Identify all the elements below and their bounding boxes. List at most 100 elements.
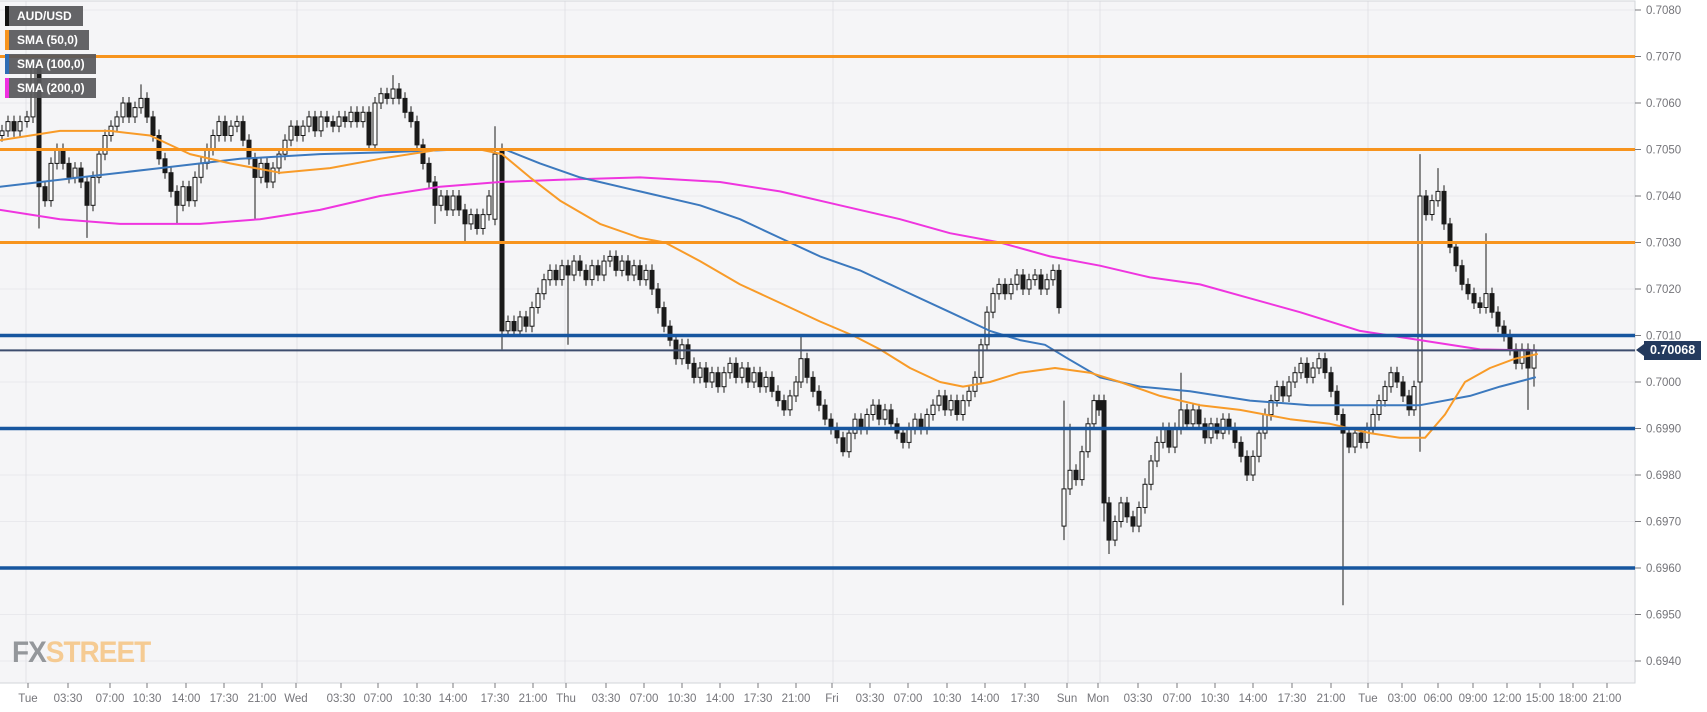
x-axis-label: 17:30 [744, 693, 773, 705]
candle-down [1453, 241, 1459, 272]
candle-up [234, 115, 240, 133]
x-axis-label: 21:00 [248, 693, 277, 705]
candle-down [78, 162, 84, 189]
x-axis-label: 14:00 [971, 693, 1000, 705]
x-axis-label: 17:30 [1278, 693, 1307, 705]
candle-up [276, 148, 282, 175]
sma50-label: SMA (50,0) [17, 33, 78, 47]
x-axis-label: 03:30 [327, 693, 356, 705]
candle-up [438, 190, 444, 212]
candle-up [1067, 423, 1073, 495]
candle-down [1489, 287, 1495, 319]
candle-down [667, 320, 673, 347]
y-axis-label: 0.7060 [1646, 98, 1681, 110]
y-axis-label: 0.7000 [1646, 377, 1681, 389]
candle-down [775, 385, 781, 407]
candle-up [751, 366, 757, 388]
candle-up [24, 110, 30, 128]
candle-up [348, 106, 354, 128]
candle-up [996, 278, 1002, 300]
sma50-color-bar [5, 30, 9, 50]
candle-down [1196, 403, 1202, 430]
candle-down [810, 371, 816, 398]
candle-up [709, 366, 715, 388]
x-axis-label: 21:00 [519, 693, 548, 705]
candle-up [1061, 400, 1067, 541]
candle-up [517, 310, 523, 337]
y-axis-label: 0.6940 [1646, 656, 1681, 668]
candle-up [372, 97, 378, 151]
x-axis-label: 03:30 [856, 693, 885, 705]
candle-up [1483, 233, 1489, 314]
candle-up [318, 110, 324, 137]
candle-down [126, 97, 132, 123]
x-axis-label: 17:30 [1011, 693, 1040, 705]
candle-up [0, 124, 5, 142]
candle-up [5, 115, 11, 137]
symbol-chip[interactable]: AUD/USD [5, 6, 83, 26]
fxstreet-watermark-street: STREET [45, 636, 151, 669]
candle-up [1032, 269, 1038, 286]
candle-up [1208, 417, 1214, 444]
y-axis-label: 0.6950 [1646, 610, 1681, 622]
sma200-chip[interactable]: SMA (200,0) [5, 78, 96, 98]
candle-up [1014, 269, 1020, 291]
candle-down [342, 110, 348, 128]
candle-up [1008, 278, 1014, 300]
x-axis-label: 07:00 [364, 693, 393, 705]
candle-up [960, 394, 966, 421]
candle-up [216, 115, 222, 142]
candle-down [511, 315, 517, 337]
sma100-chip[interactable]: SMA (100,0) [5, 54, 96, 74]
candle-down [1056, 264, 1062, 314]
plot-border [0, 0, 1636, 684]
candle-down [294, 120, 300, 142]
candle-up [1435, 168, 1441, 207]
candle-down [462, 203, 468, 243]
candle-down [769, 371, 775, 398]
candle-up [1026, 273, 1032, 295]
candle-up [288, 120, 294, 147]
fxstreet-watermark: FXSTREET [12, 636, 151, 670]
candle-up [1050, 264, 1056, 286]
x-axis-label: 18:00 [1559, 693, 1588, 705]
candle-down [174, 185, 180, 224]
candle-up [1112, 515, 1118, 547]
candle-down [408, 106, 414, 128]
x-axis-label: 14:00 [439, 693, 468, 705]
x-axis-label: 15:00 [1526, 693, 1555, 705]
candle-up [619, 255, 625, 277]
sma200-line [0, 176, 1538, 352]
candle-down [324, 110, 330, 128]
candle-up [966, 385, 972, 407]
x-axis-label: 17:30 [210, 693, 239, 705]
candle-up [1382, 380, 1388, 407]
candle-up [547, 264, 553, 286]
y-axis-label: 0.7070 [1646, 52, 1681, 64]
candle-down [432, 176, 438, 224]
candle-up [787, 389, 793, 416]
sma50-chip[interactable]: SMA (50,0) [5, 30, 89, 50]
x-axis-label: 12:00 [1493, 693, 1522, 705]
candle-down [456, 190, 462, 216]
candle-down [1073, 464, 1079, 486]
candle-up [114, 110, 120, 133]
candle-up [1250, 450, 1256, 481]
candle-up [930, 399, 936, 421]
x-axis-label: 14:00 [706, 693, 735, 705]
candle-down [1400, 376, 1406, 402]
candle-up [1429, 194, 1435, 221]
candle-down [1328, 366, 1334, 398]
candle-up [936, 389, 942, 412]
sma100-label: SMA (100,0) [17, 57, 85, 71]
candle-up [1091, 394, 1097, 430]
x-axis-label: 14:00 [172, 693, 201, 705]
candle-down [1441, 185, 1447, 230]
x-axis-label: 09:00 [1459, 693, 1488, 705]
x-axis-label: 10:30 [668, 693, 697, 705]
candle-down [1244, 450, 1250, 481]
candle-up [529, 301, 535, 333]
candle-up [90, 171, 96, 212]
